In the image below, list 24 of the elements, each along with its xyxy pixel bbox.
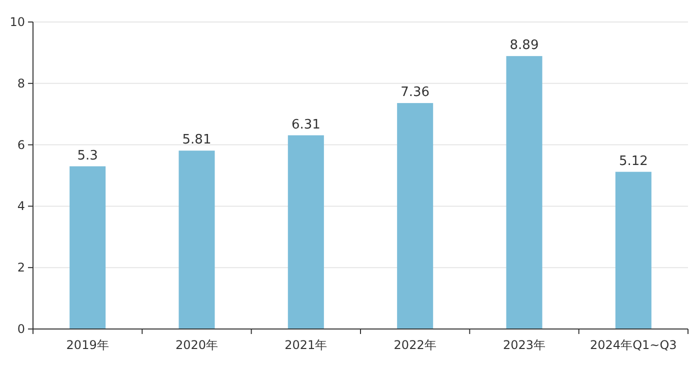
bar — [70, 166, 106, 329]
data-label: 8.89 — [510, 38, 539, 54]
y-tick-label: 8 — [17, 76, 25, 90]
data-label: 5.81 — [182, 132, 212, 148]
data-label: 5.3 — [77, 148, 98, 164]
y-tick-label: 10 — [10, 15, 25, 29]
data-label: 5.12 — [618, 154, 648, 169]
data-label: 6.31 — [291, 117, 320, 132]
x-tick-label: 2023年 — [502, 338, 546, 352]
y-tick-label: 0 — [17, 322, 25, 336]
y-tick-label: 2 — [17, 260, 25, 275]
x-tick-label: 2019年 — [66, 338, 109, 352]
y-tick-label: 4 — [17, 199, 25, 214]
bar — [288, 135, 324, 329]
x-tick-label: 2022年 — [394, 338, 436, 352]
data-label: 7.36 — [400, 85, 430, 100]
y-tick-label: 6 — [17, 138, 25, 152]
x-tick-label: 2021年 — [284, 338, 328, 352]
x-tick-label: 2020年 — [175, 338, 218, 352]
bar — [178, 150, 215, 329]
bar — [506, 56, 542, 329]
x-tick-label: 2024年Q1~Q3 — [590, 338, 677, 352]
bar — [615, 172, 652, 329]
bar — [397, 103, 434, 329]
